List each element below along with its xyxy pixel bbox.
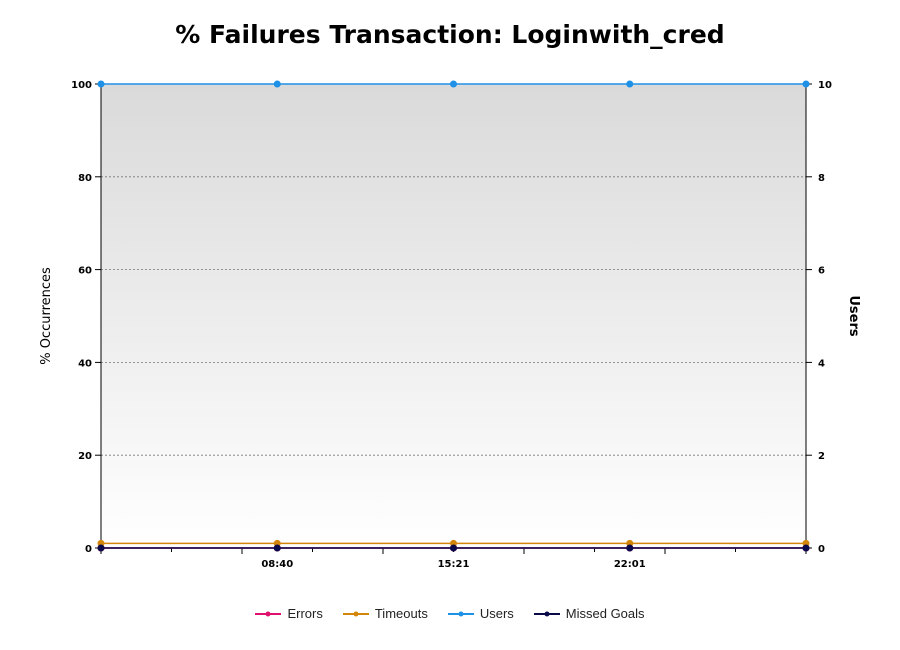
legend-swatch <box>255 611 282 616</box>
y2-tick-label: 6 <box>818 266 825 277</box>
legend-item: Timeouts <box>342 606 428 621</box>
data-point <box>802 544 810 552</box>
legend-label: Errors <box>287 606 323 621</box>
y-tick-label: 40 <box>78 358 92 369</box>
data-point <box>273 80 281 88</box>
legend-label: Timeouts <box>374 606 428 621</box>
legend-label: Missed Goals <box>565 606 645 621</box>
y-tick-label: 60 <box>78 266 92 277</box>
data-point <box>626 544 634 552</box>
y2-tick-label: 2 <box>818 451 825 462</box>
legend-item: Users <box>447 606 514 621</box>
y-tick-label: 80 <box>78 173 92 184</box>
y2-tick-label: 8 <box>818 173 825 184</box>
x-tick-label: 15:21 <box>438 559 470 570</box>
legend-swatch <box>447 611 474 616</box>
legend-swatch <box>342 611 369 616</box>
data-point <box>802 80 810 88</box>
legend-item: Errors <box>255 606 323 621</box>
y2-axis-label: Users <box>846 295 861 337</box>
data-point <box>97 80 105 88</box>
x-tick-label: 08:40 <box>261 559 293 570</box>
y2-tick-label: 10 <box>818 80 832 91</box>
chart-title: % Failures Transaction: Loginwith_cred <box>175 20 725 49</box>
y2-tick-label: 0 <box>818 544 825 555</box>
data-point <box>450 80 457 88</box>
x-tick-label: 22:01 <box>614 559 646 570</box>
y-axis-label: % Occurrences <box>39 267 54 365</box>
data-point <box>273 544 281 552</box>
y-tick-label: 100 <box>71 80 92 91</box>
data-point <box>450 544 457 552</box>
y-tick-label: 0 <box>85 544 92 555</box>
data-point <box>97 544 105 552</box>
legend-item: Missed Goals <box>533 606 645 621</box>
legend: Errors Timeouts Users Missed Goals <box>0 606 900 621</box>
data-point <box>626 80 634 88</box>
legend-swatch <box>533 611 560 616</box>
legend-label: Users <box>479 606 514 621</box>
y2-tick-label: 4 <box>818 358 825 369</box>
y-tick-label: 20 <box>78 451 92 462</box>
plot-area <box>101 84 806 548</box>
